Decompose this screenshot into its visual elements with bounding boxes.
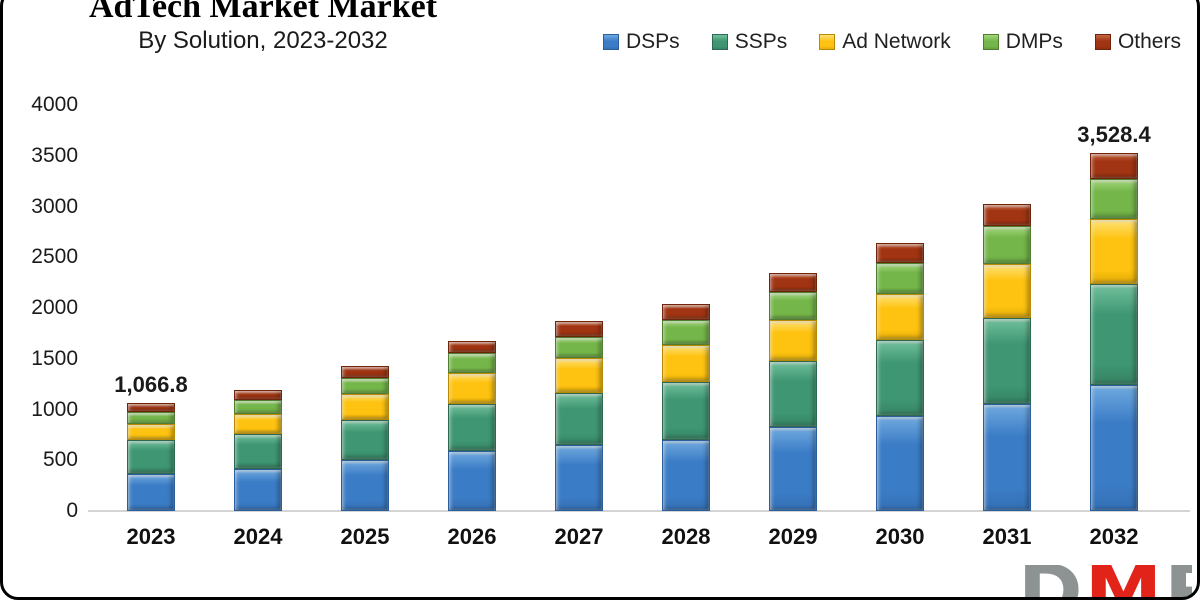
bar-segment-ssps (876, 340, 924, 416)
bar-segment-dmps (234, 400, 282, 414)
logo-letter: D (1018, 565, 1085, 597)
bar-segment-ssps (1090, 284, 1138, 385)
bar-segment-ad-network (983, 264, 1031, 318)
x-axis-label: 2032 (1089, 524, 1139, 549)
y-tick-label: 1500 (31, 346, 78, 370)
x-axis-line (88, 510, 1190, 512)
bar-segment-dsps (127, 474, 175, 511)
x-axis-label: 2024 (233, 524, 283, 549)
y-tick-label: 4000 (31, 93, 78, 116)
bar-segment-dmps (662, 320, 710, 345)
bar-segment-others (555, 321, 603, 337)
bar-segment-others (127, 403, 175, 412)
bar-segment-ad-network (1090, 219, 1138, 284)
bar-segment-dsps (555, 445, 603, 511)
bar-segment-others (662, 304, 710, 320)
chart-subtitle: By Solution, 2023-2032 (138, 27, 388, 54)
legend-label: DMPs (1005, 30, 1063, 53)
logo-letter: R (1164, 565, 1192, 597)
bar-segment-ad-network (448, 373, 496, 404)
legend-marker-icon (819, 34, 836, 50)
legend-item-others: Others (1094, 30, 1181, 54)
bar-segment-others (341, 366, 389, 378)
bar-segment-ssps (448, 404, 496, 451)
legend-item-ad-network: Ad Network (819, 30, 951, 54)
bar-segment-dmps (555, 337, 603, 358)
bar-segment-ad-network (769, 320, 817, 361)
bar-segment-dsps (769, 427, 817, 511)
y-tick-label: 500 (42, 448, 78, 472)
x-axis-label: 2029 (768, 524, 818, 549)
bar-segment-ad-network (234, 414, 282, 434)
bar-segment-dmps (983, 226, 1031, 264)
legend-label: DSPs (626, 30, 680, 53)
x-axis-label: 2028 (661, 524, 711, 549)
bar-segment-dmps (769, 292, 817, 320)
bar-segment-dsps (1090, 385, 1138, 511)
legend-item-ssps: SSPs (711, 30, 788, 54)
bar-segment-ssps (555, 393, 603, 445)
dmr-logo-text: DMR (1018, 565, 1192, 597)
bar-segment-dsps (448, 451, 496, 511)
legend-marker-icon (711, 34, 728, 50)
chart-legend: DSPs SSPs Ad Network DMPs Others (603, 28, 1181, 56)
bar-segment-ad-network (341, 394, 389, 420)
bar-segment-ssps (769, 361, 817, 427)
x-axis-label: 2026 (447, 524, 497, 549)
bar-total-label: 1,066.8 (114, 372, 188, 397)
x-axis-label: 2027 (554, 524, 604, 549)
x-axis-label: 2023 (126, 524, 176, 549)
y-tick-label: 2500 (31, 245, 78, 269)
y-tick-label: 1000 (31, 397, 78, 421)
bar-segment-others (769, 273, 817, 292)
bar-segment-ad-network (662, 345, 710, 382)
legend-marker-icon (603, 34, 619, 50)
legend-label: SSPs (734, 30, 788, 53)
bar-segment-others (234, 390, 282, 400)
logo-letter: M (1085, 565, 1165, 597)
legend-item-dmps: DMPs (982, 30, 1063, 54)
bar-segment-others (1090, 153, 1138, 179)
legend-item-dsps: DSPs (603, 30, 680, 54)
legend-label: Ad Network (842, 30, 951, 53)
legend-marker-icon (982, 34, 999, 50)
bar-segment-others (448, 341, 496, 353)
bar-segment-dsps (876, 416, 924, 511)
bar-segment-ad-network (555, 358, 603, 393)
y-tick-label: 2000 (31, 296, 78, 319)
x-axis-label: 2031 (982, 524, 1032, 549)
bar-segment-dmps (127, 412, 175, 424)
bar-segment-dsps (234, 469, 282, 511)
chart-title: AdTech Market Market (88, 0, 438, 25)
bar-segment-ad-network (876, 294, 924, 340)
bar-segment-dmps (1090, 179, 1138, 219)
y-tick-label: 3500 (31, 143, 78, 167)
bar-segment-dmps (341, 378, 389, 394)
bar-segment-dsps (662, 440, 710, 511)
y-tick-label: 0 (66, 499, 78, 522)
bar-segment-ssps (662, 382, 710, 440)
bar-segment-ssps (127, 440, 175, 474)
bar-segment-others (983, 204, 1031, 226)
bar-segment-dsps (341, 460, 389, 511)
bar-segment-ssps (234, 434, 282, 469)
bar-segment-ssps (983, 318, 1031, 404)
bar-segment-dmps (448, 353, 496, 373)
bar-segment-dmps (876, 263, 924, 294)
legend-label: Others (1117, 30, 1181, 53)
legend-marker-icon (1094, 34, 1111, 50)
bar-total-label: 3,528.4 (1077, 122, 1151, 147)
bar-segment-dsps (983, 404, 1031, 511)
bar-segment-others (876, 243, 924, 263)
y-tick-label: 3000 (31, 194, 78, 218)
bar-segment-ad-network (127, 424, 175, 440)
x-axis-label: 2030 (875, 524, 925, 549)
bar-segment-ssps (341, 420, 389, 460)
dmr-logo: DMR (1018, 565, 1192, 597)
x-axis-label: 2025 (340, 524, 390, 549)
